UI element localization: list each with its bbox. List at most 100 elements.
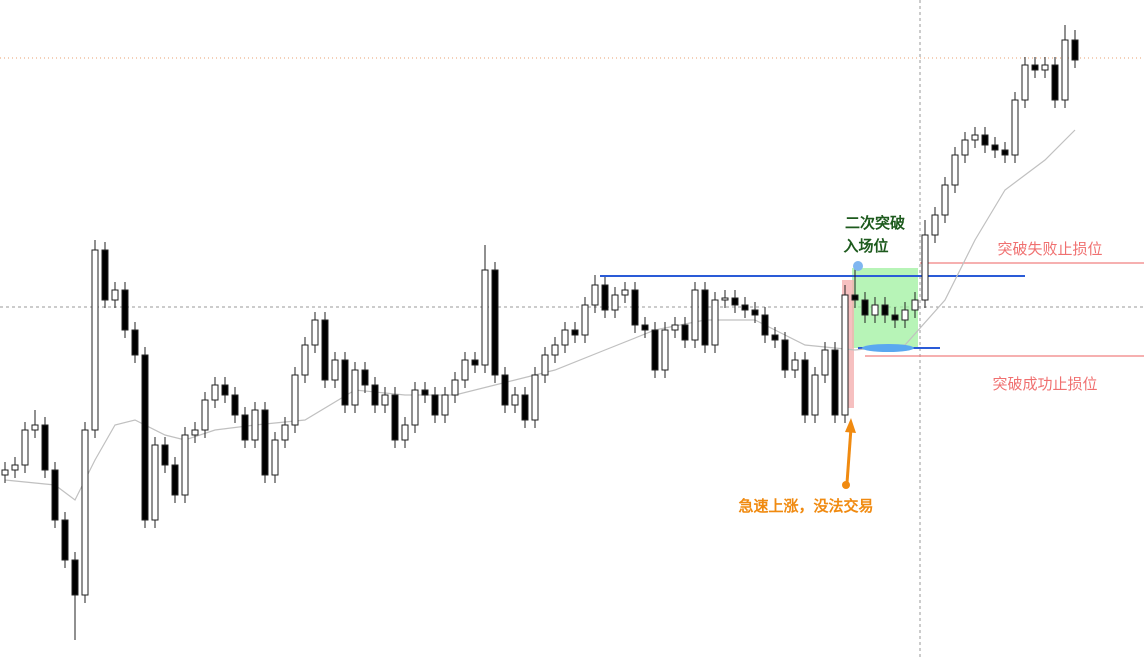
candle-body xyxy=(961,139,969,156)
candle-body xyxy=(551,344,559,356)
candle-body xyxy=(601,284,609,311)
candle-body xyxy=(571,329,579,336)
candle-body xyxy=(111,289,119,301)
candle-body xyxy=(801,359,809,416)
candle-body xyxy=(751,309,759,316)
candle-body xyxy=(901,309,909,321)
support-marker xyxy=(862,344,914,352)
candle-body xyxy=(731,297,739,306)
candle-body xyxy=(931,214,939,236)
candle-body xyxy=(331,359,339,381)
candle-body xyxy=(871,304,879,316)
candle-body xyxy=(11,464,19,471)
candle-body xyxy=(301,344,309,376)
fast-rise-label: 急速上涨，没法交易 xyxy=(738,497,873,515)
candle-body xyxy=(791,359,799,371)
candle-body xyxy=(761,314,769,336)
candle-body xyxy=(431,394,439,416)
candle-body xyxy=(911,299,919,311)
candle-body xyxy=(691,289,699,341)
candle-body xyxy=(401,424,409,441)
entry-label: 入场位 xyxy=(843,237,888,255)
candle-body xyxy=(31,424,39,431)
plot xyxy=(1,25,1144,640)
candle-body xyxy=(501,374,509,406)
candle-body xyxy=(391,394,399,441)
candle-body xyxy=(371,384,379,406)
candle-body xyxy=(361,369,369,386)
candle-body xyxy=(491,269,499,376)
candle-body xyxy=(951,154,959,186)
entry-label: 二次突破 xyxy=(845,214,905,232)
candle-body xyxy=(991,144,999,151)
candle-body xyxy=(351,369,359,406)
candle-body xyxy=(561,329,569,346)
candle-body xyxy=(241,414,249,441)
candle-body xyxy=(621,289,629,296)
candle-body xyxy=(891,314,899,321)
candle-body xyxy=(591,284,599,306)
candle-body xyxy=(861,299,869,316)
candle-body xyxy=(701,289,709,346)
candle-body xyxy=(881,304,889,316)
candle-body xyxy=(541,354,549,376)
candle-body xyxy=(181,434,189,496)
candle-body xyxy=(261,409,269,476)
candle-body xyxy=(461,359,469,381)
candle-body xyxy=(681,324,689,341)
candle-body xyxy=(1051,64,1059,101)
candle-body xyxy=(821,349,829,376)
candle-body xyxy=(21,429,29,466)
candle-body xyxy=(1011,99,1019,156)
candle-body xyxy=(721,297,729,301)
candle-body xyxy=(71,559,79,596)
candle-body xyxy=(831,349,839,416)
candle-body xyxy=(281,424,289,441)
candle-body xyxy=(121,289,129,331)
candle-body xyxy=(41,424,49,471)
candle-body xyxy=(1021,64,1029,101)
candle-body xyxy=(651,329,659,371)
candle-body xyxy=(841,294,849,416)
success-stop-label: 突破成功止损位 xyxy=(992,375,1097,393)
candle-body xyxy=(1031,64,1039,71)
candle-body xyxy=(981,134,989,146)
candle-body xyxy=(421,389,429,396)
candle-body xyxy=(661,329,669,371)
candle-body xyxy=(471,359,479,366)
candle-body xyxy=(141,354,149,521)
arrow-dot xyxy=(842,481,850,489)
candle-body xyxy=(531,374,539,421)
arrow-shaft xyxy=(845,427,853,484)
candle-body xyxy=(611,294,619,311)
candle-body xyxy=(201,399,209,431)
fail-stop-label: 突破失败止损位 xyxy=(997,240,1102,258)
candle-body xyxy=(231,394,239,416)
candle-body xyxy=(581,304,589,336)
candle-body xyxy=(851,294,859,301)
candle-body xyxy=(921,234,929,301)
candle-body xyxy=(511,394,519,406)
candle-body xyxy=(61,519,69,561)
candle-body xyxy=(251,409,259,441)
candle-body xyxy=(1041,64,1049,71)
candle-body xyxy=(91,249,99,431)
candle-body xyxy=(631,289,639,326)
candle-body xyxy=(411,389,419,426)
candle-body xyxy=(1001,149,1009,156)
candle-body xyxy=(1071,39,1079,61)
candle-body xyxy=(521,394,529,421)
candle-body xyxy=(211,384,219,401)
candle-body xyxy=(51,469,59,521)
candle-body xyxy=(971,134,979,141)
entry-marker xyxy=(853,261,863,271)
arrow-head xyxy=(845,418,856,433)
candle-body xyxy=(381,394,389,406)
candle-body xyxy=(311,319,319,346)
candle-body xyxy=(341,359,349,406)
candle-body xyxy=(741,304,749,311)
candle-body xyxy=(781,339,789,371)
candle-body xyxy=(1,469,9,476)
candle-body xyxy=(771,334,779,341)
